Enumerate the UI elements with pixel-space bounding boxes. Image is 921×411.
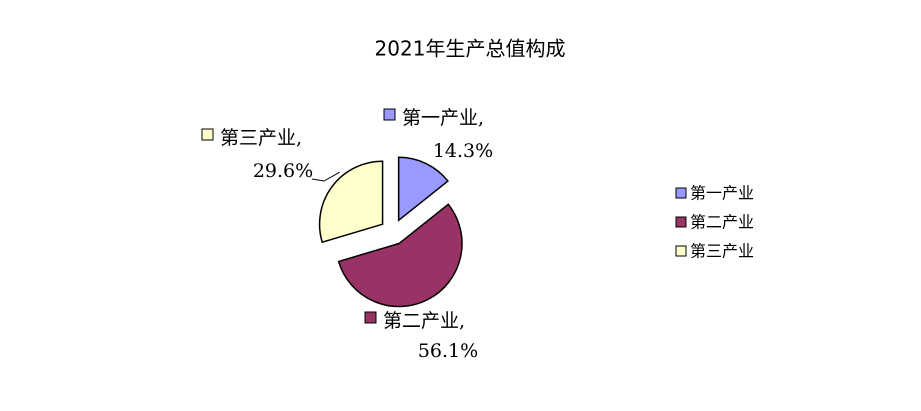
pie-slice: [318, 160, 384, 244]
data-label-category: 第一产业: [402, 107, 478, 129]
data-label-name: 第一产业,: [402, 107, 484, 129]
pie-slice: [397, 156, 449, 222]
legend-label: 第一产业: [690, 184, 754, 203]
data-label-category: 第二产业: [383, 310, 459, 332]
data-label-value: 56.1%: [418, 340, 478, 362]
data-label-value: 29.6%: [253, 160, 313, 182]
data-label-name: 第二产业,: [383, 310, 465, 332]
chart-title: 2021年生产总值构成: [375, 37, 566, 61]
data-label-name: 第三产业,: [220, 127, 302, 149]
legend-swatch: [675, 187, 687, 199]
legend-label: 第二产业: [690, 213, 754, 232]
pie-slice: [337, 203, 463, 308]
label-swatch: [383, 108, 396, 121]
label-swatch: [364, 311, 377, 324]
data-label-separator: ,: [296, 127, 302, 149]
label-swatch: [201, 128, 214, 141]
data-label-separator: ,: [459, 310, 465, 332]
data-label-category: 第三产业: [220, 127, 296, 149]
legend-swatch: [675, 245, 687, 257]
data-label-value: 14.3%: [433, 140, 493, 162]
data-label-separator: ,: [478, 107, 484, 129]
leader-line: [311, 171, 340, 182]
legend-label: 第三产业: [690, 242, 754, 261]
legend-swatch: [675, 216, 687, 228]
